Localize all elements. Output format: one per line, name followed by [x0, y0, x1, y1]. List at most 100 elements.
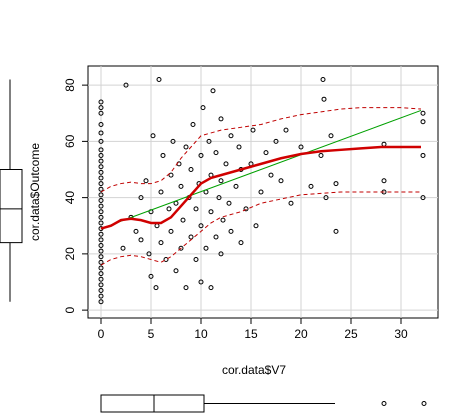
point [98, 203, 104, 209]
point [98, 130, 104, 136]
y-tick-label: 80 [63, 78, 77, 92]
point [98, 99, 104, 105]
point [98, 248, 104, 254]
box [0, 169, 23, 244]
x-tick-label: 10 [194, 327, 208, 341]
point [203, 245, 209, 251]
grid [88, 66, 438, 318]
point [183, 144, 189, 150]
point [233, 183, 239, 189]
point [154, 223, 160, 229]
point [190, 122, 196, 127]
point [216, 195, 222, 201]
point [420, 152, 426, 158]
point [98, 169, 104, 175]
point [213, 150, 219, 156]
point [98, 287, 104, 293]
point [198, 223, 204, 229]
point [160, 152, 166, 158]
point [123, 82, 129, 88]
point [283, 127, 289, 133]
point [243, 206, 249, 212]
point [198, 279, 204, 285]
point [98, 237, 104, 243]
outlier [381, 401, 387, 406]
y-tick-label: 40 [63, 191, 77, 205]
point [98, 259, 104, 265]
y-tick-label: 20 [63, 247, 77, 261]
point [98, 192, 104, 198]
point [250, 127, 256, 133]
point [268, 172, 274, 178]
point [98, 282, 104, 288]
spread-line [100, 191, 421, 266]
point [193, 206, 199, 212]
point [218, 178, 224, 184]
spread-line [100, 107, 422, 193]
point [210, 88, 216, 94]
point [188, 167, 194, 172]
point [98, 293, 104, 299]
point [98, 214, 104, 220]
point [220, 217, 226, 223]
point [420, 195, 426, 201]
point [98, 138, 104, 144]
point [170, 138, 176, 144]
point [150, 133, 156, 139]
point [173, 268, 179, 274]
point [420, 110, 426, 116]
point [288, 200, 294, 206]
point [178, 245, 184, 251]
point [98, 276, 104, 282]
point [193, 257, 199, 262]
point [98, 254, 104, 260]
point [98, 158, 104, 164]
point [333, 228, 339, 234]
point [98, 231, 104, 237]
point [166, 206, 172, 212]
point [163, 257, 169, 262]
point [208, 285, 214, 291]
point [321, 96, 327, 102]
point [138, 237, 144, 243]
point [420, 119, 426, 125]
x-tick-label: 0 [98, 327, 105, 341]
point [98, 122, 104, 127]
point [98, 220, 104, 226]
point [178, 183, 184, 189]
point [98, 175, 104, 181]
point [98, 110, 104, 116]
x-tick-label: 25 [344, 327, 358, 341]
outlier [421, 401, 427, 406]
point [198, 152, 204, 158]
point [213, 234, 219, 240]
y-tick-label: 60 [63, 134, 77, 148]
point [318, 152, 324, 158]
point [98, 242, 104, 248]
point [153, 285, 159, 291]
point [98, 265, 104, 271]
point [158, 240, 164, 246]
point [328, 133, 334, 139]
y-tick-label: 0 [63, 306, 77, 313]
point [218, 116, 224, 122]
point [236, 144, 242, 150]
point [333, 181, 339, 187]
point [206, 138, 212, 144]
fit-line [100, 145, 421, 230]
point [98, 186, 104, 192]
point [156, 77, 162, 82]
point [298, 144, 304, 150]
box [100, 394, 205, 413]
x-axis-label: cor.data$V7 [222, 363, 286, 377]
point [183, 285, 189, 291]
point [98, 164, 104, 170]
point [98, 181, 104, 187]
point [133, 228, 139, 234]
point [188, 234, 194, 240]
point [143, 178, 149, 184]
x-tick-label: 15 [244, 327, 258, 341]
point [98, 209, 104, 215]
point [226, 200, 232, 206]
